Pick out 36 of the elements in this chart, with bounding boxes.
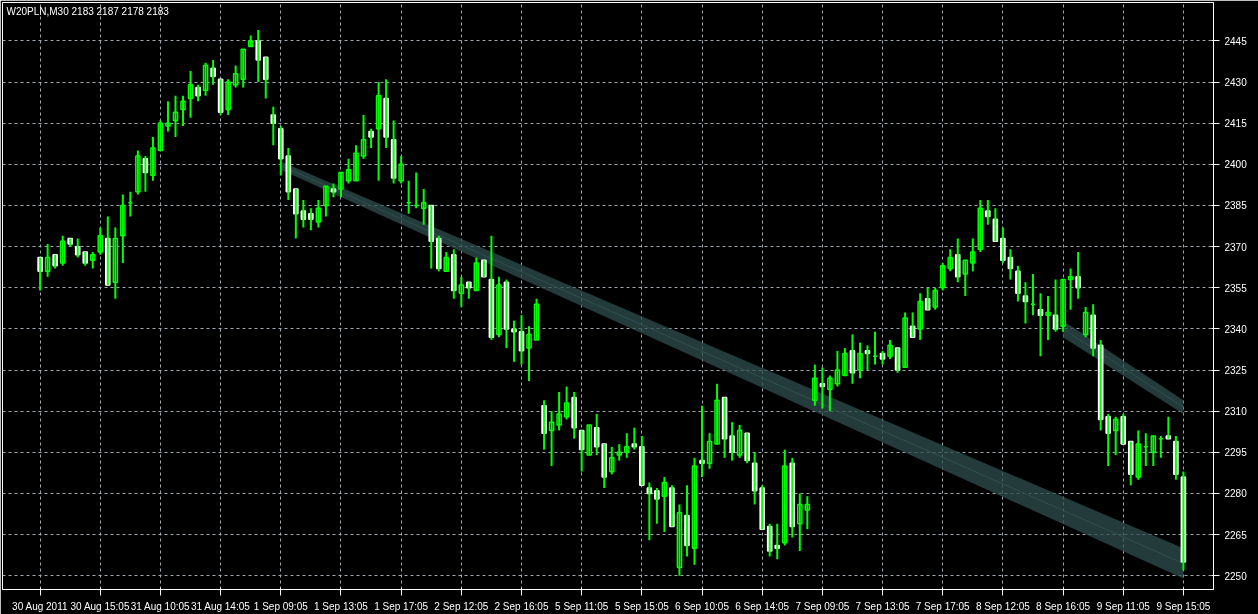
y-tick-label: 2385 (1224, 200, 1248, 212)
y-tick-label: 2325 (1224, 365, 1248, 377)
x-tick-label: 1 Sep 17:05 (374, 600, 429, 612)
x-tick-label: 6 Sep 14:05 (735, 600, 790, 612)
y-tick-label: 2445 (1224, 35, 1248, 47)
y-tick-label: 2310 (1224, 406, 1248, 418)
x-tick-label: 2 Sep 16:05 (494, 600, 549, 612)
y-tick-label: 2340 (1224, 323, 1248, 335)
y-tick-label: 2265 (1224, 529, 1248, 541)
x-tick-label: 9 Sep 11:05 (1096, 600, 1151, 612)
x-tick-label: 1 Sep 09:05 (253, 600, 309, 612)
y-tick-label: 2250 (1224, 570, 1248, 582)
y-tick-label: 2415 (1224, 118, 1248, 130)
candlestick (481, 259, 487, 278)
x-tick-label: 9 Sep 15:05 (1156, 600, 1211, 612)
x-tick-label: 31 Aug 10:05 (130, 600, 191, 612)
y-tick-label: 2355 (1224, 282, 1248, 294)
x-tick-label: 31 Aug 14:05 (190, 600, 251, 612)
x-tick-label: 5 Sep 15:05 (614, 600, 670, 612)
y-tick-label: 2370 (1224, 241, 1248, 253)
x-tick-label: 5 Sep 11:05 (555, 600, 609, 612)
chart-title: W20PLN,M30 2183 2187 2178 2183 (6, 5, 170, 17)
x-tick-label: 7 Sep 17:05 (915, 600, 971, 612)
y-tick-label: 2430 (1224, 77, 1248, 89)
x-tick-label: 8 Sep 16:05 (1036, 600, 1091, 612)
x-tick-label: 7 Sep 09:05 (795, 600, 850, 612)
y-tick-label: 2280 (1224, 488, 1248, 500)
y-tick-label: 2295 (1224, 447, 1248, 459)
x-tick-label: 6 Sep 10:05 (675, 600, 730, 612)
x-tick-label: 30 Aug 2011 (12, 600, 68, 612)
x-tick-label: 2 Sep 12:05 (434, 600, 489, 612)
x-tick-label: 1 Sep 13:05 (314, 600, 369, 612)
x-tick-label: 8 Sep 12:05 (975, 600, 1031, 612)
x-tick-label: 7 Sep 13:05 (855, 600, 910, 612)
x-tick-label: 30 Aug 15:05 (70, 600, 130, 612)
y-tick-label: 2400 (1224, 159, 1248, 171)
